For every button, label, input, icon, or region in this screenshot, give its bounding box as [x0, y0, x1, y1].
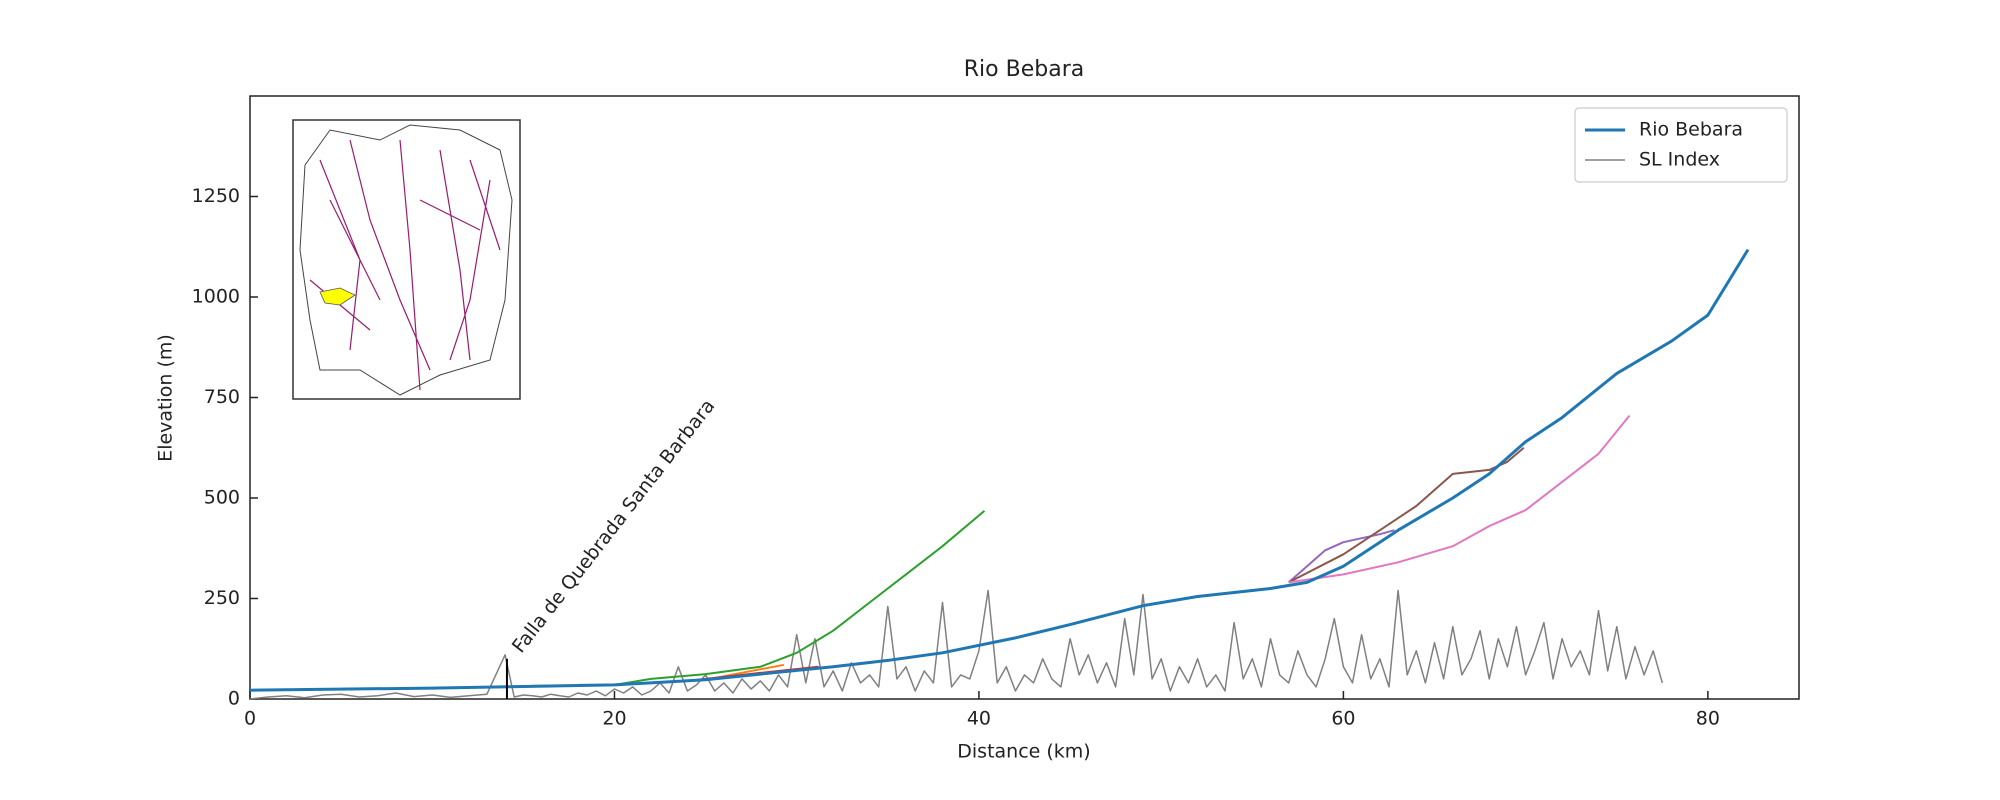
y-tick-label: 1250 [192, 185, 240, 207]
legend-label: Rio Bebara [1639, 119, 1743, 141]
x-tick-label: 20 [602, 708, 626, 730]
inset-outline [299, 124, 513, 396]
inset-frame [292, 119, 521, 400]
x-tick-label: 60 [1331, 708, 1355, 730]
y-tick-label: 1000 [192, 286, 240, 308]
series-line [1288, 414, 1631, 584]
legend-label: SL Index [1639, 149, 1720, 171]
chart-title: Rio Bebara [964, 57, 1084, 82]
series-line [1288, 447, 1525, 584]
x-tick-label: 80 [1696, 708, 1720, 730]
inset-highlight [319, 287, 356, 306]
inset-map [292, 119, 521, 400]
series-line [249, 248, 1750, 692]
y-tick-label: 750 [204, 386, 240, 408]
y-tick-label: 250 [204, 587, 240, 609]
legend-box [1574, 107, 1788, 183]
series-line [1288, 529, 1395, 584]
series-line [578, 510, 986, 686]
series-line [249, 589, 1664, 700]
x-tick-label: 40 [967, 708, 991, 730]
x-axis-label: Distance (km) [957, 741, 1090, 763]
y-tick-label: 0 [228, 688, 240, 710]
annotation-text: Falla de Quebrada Santa Barbara [508, 395, 719, 657]
y-axis-label: Elevation (m) [155, 334, 177, 462]
x-tick-label: 0 [244, 708, 256, 730]
y-tick-label: 500 [204, 487, 240, 509]
